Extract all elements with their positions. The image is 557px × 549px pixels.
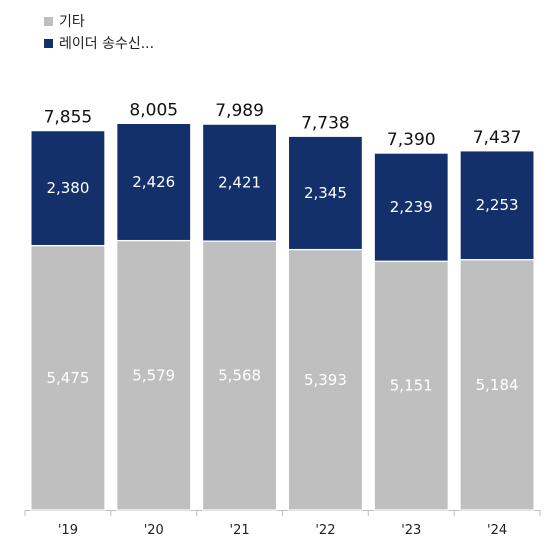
total-label: 7,390: [387, 130, 436, 150]
data-label-radar: 2,421: [218, 174, 261, 192]
bar-segment-other: [459, 259, 535, 511]
total-label: 7,738: [301, 113, 350, 133]
bar-segment-radar: [201, 123, 278, 242]
bar-segment-radar: [287, 135, 364, 251]
bar-segment-other: [201, 240, 278, 511]
data-label-radar: 2,380: [46, 179, 89, 197]
bar-segment-radar: [373, 152, 449, 262]
total-label: 7,855: [44, 108, 93, 128]
data-label-radar: 2,426: [132, 173, 175, 191]
data-label-radar: 2,345: [304, 184, 347, 202]
x-tick-label: '21: [230, 523, 250, 538]
data-label-other: 5,579: [132, 366, 175, 384]
legend-label-radar: 레이더 송수신...: [59, 36, 155, 52]
total-label: 8,005: [129, 100, 178, 120]
data-label-other: 5,475: [46, 369, 89, 387]
legend-label-other: 기타: [59, 14, 85, 30]
data-label-other: 5,393: [304, 371, 347, 389]
legend-item-radar: 레이더 송수신...: [44, 32, 154, 54]
bar-segment-radar: [459, 150, 535, 261]
x-tick-label: '19: [58, 523, 78, 538]
x-tick-label: '24: [487, 523, 507, 538]
legend-swatch-other: [44, 16, 53, 26]
total-label: 7,989: [215, 101, 264, 121]
x-tick-label: '22: [315, 523, 335, 538]
data-label-other: 5,568: [218, 367, 261, 385]
x-tick-label: '23: [401, 523, 421, 538]
legend: 기타 레이더 송수신...: [44, 10, 154, 54]
legend-item-other: 기타: [44, 10, 154, 32]
data-label-radar: 2,239: [390, 198, 433, 216]
total-label: 7,437: [473, 128, 522, 148]
x-tick-label: '20: [144, 523, 164, 538]
data-label-other: 5,151: [390, 377, 433, 395]
data-label-other: 5,184: [476, 376, 519, 394]
bar-segment-radar: [30, 130, 106, 247]
data-label-radar: 2,253: [476, 196, 519, 214]
legend-swatch-radar: [44, 38, 53, 48]
bar-segment-radar: [116, 122, 192, 242]
bar-segment-other: [30, 244, 106, 511]
bar-segment-other: [287, 248, 364, 511]
